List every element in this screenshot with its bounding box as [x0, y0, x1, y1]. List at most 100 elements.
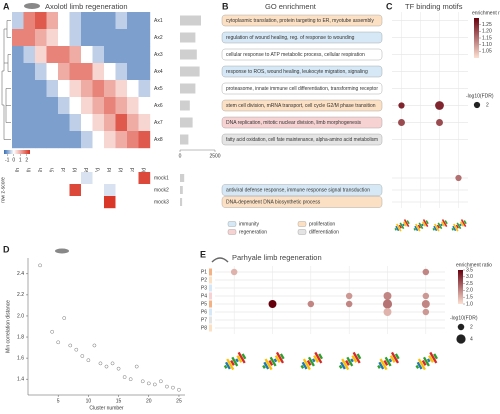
colorbar-tick-label: 1.5 — [466, 295, 473, 301]
heat-cell — [92, 29, 105, 47]
heat-cell — [58, 131, 70, 149]
heat-cell — [127, 114, 139, 132]
dot — [382, 299, 393, 309]
point — [62, 316, 67, 320]
dot — [307, 300, 315, 308]
motif-logo — [422, 219, 429, 228]
heat-cell — [35, 97, 47, 115]
bar — [180, 117, 193, 128]
x-tick-label: 20 — [146, 398, 152, 404]
go-term: response to ROS, wound healing, leukocyt… — [226, 69, 368, 75]
motif-logo — [451, 227, 454, 231]
heat-cell — [81, 172, 93, 185]
heat-cell — [138, 196, 151, 209]
go-term-box — [221, 14, 383, 27]
heat-cell — [81, 184, 93, 197]
heat-cell — [12, 80, 24, 98]
dendrogram — [1, 20, 11, 140]
dot — [383, 292, 392, 300]
heat-cell — [58, 184, 70, 197]
motif-logo — [388, 358, 393, 363]
motif-logo — [264, 358, 273, 371]
motif-logo — [413, 227, 416, 231]
motif-logo — [379, 358, 388, 371]
heat-cell — [127, 97, 139, 115]
point — [68, 343, 73, 348]
go-term: stem cell division, mRNA transport, cell… — [226, 103, 376, 109]
motif-logo — [453, 223, 459, 232]
heat-cell — [69, 29, 82, 47]
column-label: 3h — [27, 168, 33, 174]
dot — [436, 119, 443, 126]
motif-logo — [394, 227, 397, 231]
x-tick-label: 10 — [86, 398, 92, 404]
motif-logo — [455, 224, 459, 229]
heat-cell — [35, 12, 47, 30]
row-label: P3 — [201, 285, 207, 291]
heat-cell — [23, 63, 36, 81]
heat-cell — [138, 184, 151, 197]
heat-cell — [92, 46, 105, 64]
motif-logo — [463, 220, 467, 225]
motif-logo — [274, 355, 281, 363]
heat-cell — [12, 131, 24, 149]
motif-logo — [378, 361, 385, 370]
column-label: 6h — [38, 168, 44, 174]
row-label: Ax3 — [154, 52, 163, 58]
heat-cell — [46, 80, 59, 98]
row-label: mock3 — [154, 199, 169, 205]
y-tick-label: 1.4 — [17, 377, 24, 383]
motif-logo — [406, 220, 410, 225]
colorbar-tick-label: 2.0 — [466, 288, 473, 294]
heat-cell — [35, 172, 47, 185]
colorbar-tick-label: -1 — [5, 157, 10, 163]
motif-logo — [341, 358, 350, 371]
point — [38, 263, 42, 268]
heat-cell — [115, 80, 128, 98]
panel-title: TF binding motifs — [405, 2, 463, 11]
heat-cell — [69, 196, 82, 209]
axolotl-icon — [24, 3, 40, 9]
heat-cell — [104, 114, 116, 132]
motif-logo — [377, 364, 381, 369]
go-term: regulation of wound healing, reg. of res… — [226, 35, 355, 41]
heat-cell — [81, 63, 93, 81]
heat-cell — [58, 29, 70, 47]
heat-cell — [92, 196, 105, 209]
go-term: DNA-dependent DNA biosynthetic process — [226, 199, 321, 205]
heat-cell — [81, 46, 93, 64]
colorbar-tick-label: 0 — [12, 157, 15, 163]
motif-logo — [416, 361, 423, 370]
point — [80, 354, 85, 358]
x-tick-label: 25 — [176, 398, 182, 404]
dot — [455, 174, 462, 182]
panel-label: E — [200, 249, 206, 259]
heat-cell — [23, 184, 36, 197]
go-term-box — [221, 184, 383, 196]
heat-cell — [46, 184, 59, 197]
heat-cell — [23, 131, 36, 149]
row-label: P6 — [201, 309, 207, 315]
motif-logo — [223, 364, 228, 369]
heat-cell — [127, 46, 139, 64]
panel-label: D — [3, 244, 10, 254]
bar — [180, 174, 185, 182]
row-label: Ax6 — [154, 103, 163, 109]
motif-logo — [300, 364, 305, 369]
heat-cell — [92, 97, 105, 115]
bar — [180, 198, 183, 206]
heat-cell — [12, 29, 24, 47]
heat-cell — [127, 196, 139, 209]
panel-title: GO enrichment — [265, 2, 317, 11]
heat-cell — [115, 12, 128, 30]
heat-cell — [104, 184, 116, 197]
y-tick-label: 2.2 — [17, 292, 24, 298]
go-term-box — [221, 133, 383, 146]
heat-cell — [104, 46, 116, 64]
axolotl-icon — [55, 248, 69, 254]
go-term: cytoplasmic translation, protein targeti… — [226, 18, 374, 24]
heat-cell — [104, 97, 116, 115]
legend-label: proliferation — [309, 221, 335, 227]
motif-logo — [384, 356, 392, 367]
